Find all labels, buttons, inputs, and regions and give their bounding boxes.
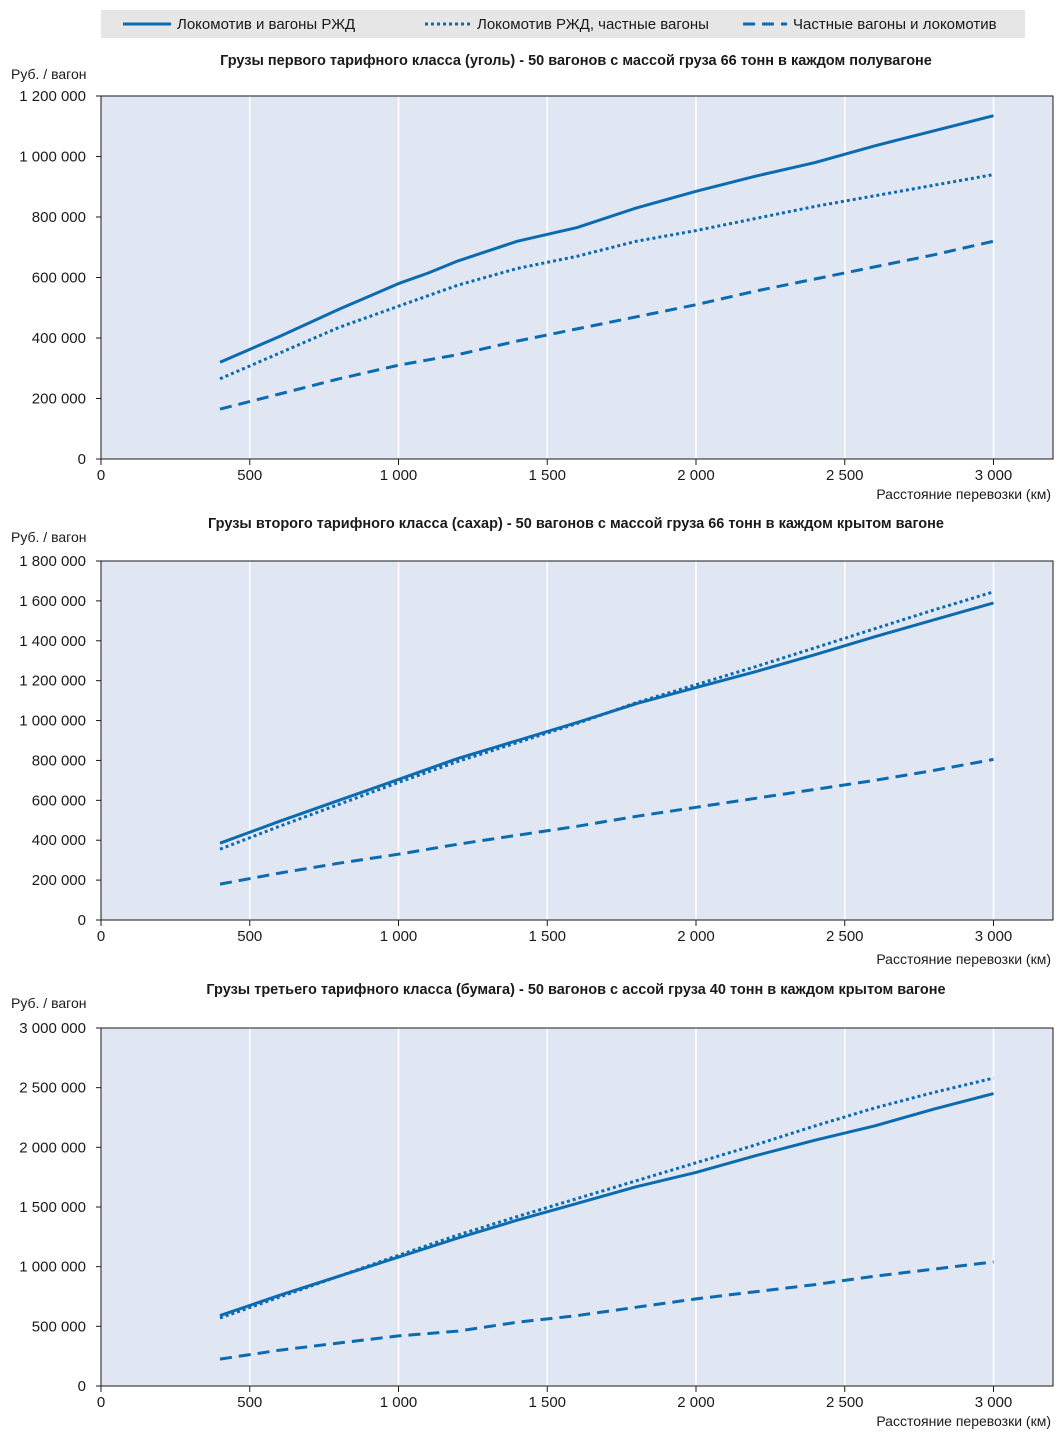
y-tick-label: 800 000: [32, 752, 86, 769]
x-tick-label: 1 500: [528, 1394, 566, 1411]
coal-chart: Грузы первого тарифного класса (уголь) -…: [11, 53, 1054, 502]
plot-border: [100, 95, 1054, 460]
x-tick-label: 500: [237, 928, 262, 945]
y-tick-label: 400 000: [32, 330, 86, 347]
x-tick-label: 0: [97, 928, 105, 945]
y-tick-label: 1 500 000: [19, 1199, 86, 1216]
y-tick-label: 1 800 000: [19, 553, 86, 570]
x-tick-label: 0: [97, 467, 105, 484]
y-tick-label: 1 000 000: [19, 1259, 86, 1276]
series-line-dashed: [219, 1260, 994, 1361]
x-tick-label: 2 500: [826, 1394, 864, 1411]
legend-swatch-dotted: [425, 22, 471, 26]
y-tick-label: 3 000 000: [19, 1020, 86, 1037]
plot-border: [100, 560, 1054, 921]
y-tick-label: 1 600 000: [19, 593, 86, 610]
x-tick-label: 500: [237, 1394, 262, 1411]
x-tick-label: 1 500: [528, 467, 566, 484]
legend-label: Локомотив РЖД, частные вагоны: [477, 15, 709, 33]
paper-chart: Грузы третьего тарифного класса (бумага)…: [11, 982, 1054, 1429]
y-tick-label: 2 500 000: [19, 1080, 86, 1097]
y-tick-label: 400 000: [32, 832, 86, 849]
y-tick-label: 500 000: [32, 1318, 86, 1335]
x-tick-label: 2 000: [677, 1394, 715, 1411]
legend-item-private-all: Частные вагоны и локомотив: [743, 10, 997, 38]
series-line-dotted: [219, 590, 994, 851]
x-tick-label: 1 500: [528, 928, 566, 945]
x-axis-label: Расстояние перевозки (км): [876, 486, 1051, 502]
x-tick-label: 2 000: [677, 928, 715, 945]
plot-area: [101, 1028, 1053, 1386]
legend-swatch-solid: [123, 22, 171, 26]
y-tick-label: 200 000: [32, 391, 86, 408]
chart-title: Грузы второго тарифного класса (сахар) -…: [208, 516, 944, 532]
y-tick-label: 600 000: [32, 270, 86, 287]
y-tick-label: 0: [78, 1378, 86, 1395]
x-tick-label: 1 000: [380, 467, 418, 484]
y-tick-label: 1 400 000: [19, 633, 86, 650]
x-axis-label: Расстояние перевозки (км): [876, 951, 1051, 967]
legend-label: Частные вагоны и локомотив: [793, 15, 997, 33]
legend-item-rzd: Локомотив и вагоны РЖД: [123, 10, 355, 38]
series-line-solid: [219, 114, 994, 364]
x-tick-label: 1 000: [380, 1394, 418, 1411]
y-tick-label: 0: [78, 912, 86, 929]
chart-title: Грузы первого тарифного класса (уголь) -…: [220, 53, 932, 69]
y-axis-label: Руб. / вагон: [11, 995, 86, 1011]
y-axis-label: Руб. / вагон: [11, 66, 86, 82]
x-tick-label: 3 000: [975, 928, 1013, 945]
x-axis-label: Расстояние перевозки (км): [876, 1413, 1051, 1429]
x-tick-label: 2 500: [826, 928, 864, 945]
x-tick-label: 0: [97, 1394, 105, 1411]
x-tick-label: 500: [237, 467, 262, 484]
x-tick-label: 3 000: [975, 1394, 1013, 1411]
series-line-solid: [219, 1092, 994, 1318]
sugar-chart: Грузы второго тарифного класса (сахар) -…: [11, 516, 1054, 967]
x-tick-label: 2 500: [826, 467, 864, 484]
y-tick-label: 1 200 000: [19, 673, 86, 690]
legend-item-private-wagons: Локомотив РЖД, частные вагоны: [425, 10, 709, 38]
plot-area: [101, 561, 1053, 920]
plot-border: [100, 1027, 1054, 1387]
y-tick-label: 200 000: [32, 872, 86, 889]
y-tick-label: 600 000: [32, 792, 86, 809]
x-tick-label: 3 000: [975, 467, 1013, 484]
y-axis-label: Руб. / вагон: [11, 529, 86, 545]
y-tick-label: 2 000 000: [19, 1139, 86, 1156]
legend-swatch-dashed: [743, 22, 787, 26]
series-line-dashed: [219, 757, 994, 886]
chart-title: Грузы третьего тарифного класса (бумага)…: [206, 982, 945, 998]
y-tick-label: 1 000 000: [19, 149, 86, 166]
y-tick-label: 0: [78, 451, 86, 468]
legend-label: Локомотив и вагоны РЖД: [177, 15, 356, 33]
y-tick-label: 1 200 000: [19, 88, 86, 105]
y-tick-label: 800 000: [32, 209, 86, 226]
series-line-dotted: [219, 173, 994, 381]
chart-legend: Локомотив и вагоны РЖД Локомотив РЖД, ча…: [101, 10, 1025, 38]
x-tick-label: 1 000: [380, 928, 418, 945]
y-tick-label: 1 000 000: [19, 713, 86, 730]
x-tick-label: 2 000: [677, 467, 715, 484]
